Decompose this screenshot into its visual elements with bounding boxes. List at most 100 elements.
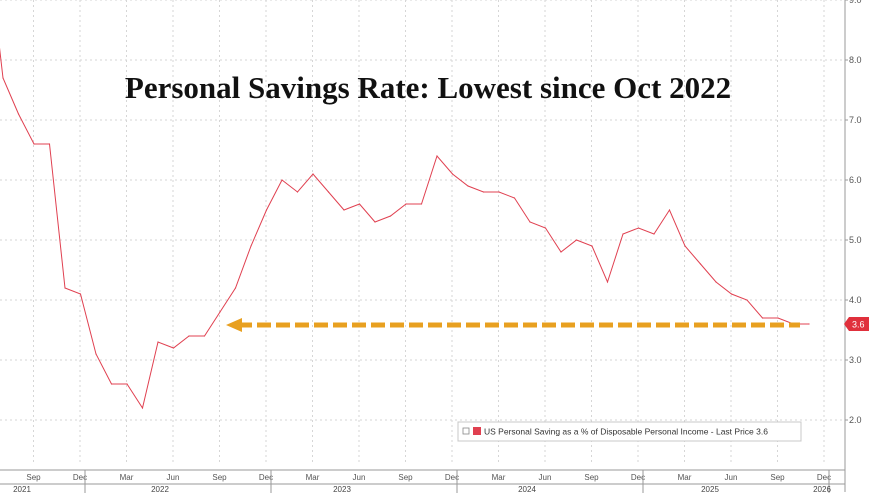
gridlines [0,0,845,462]
data-point [250,245,252,247]
last-price-tag-label: 3.6 [852,320,865,330]
data-point [389,215,392,217]
data-point [17,113,20,115]
data-point [374,221,376,223]
ytick-label: 7.0 [849,115,862,125]
xtick-label: Sep [212,473,227,482]
xtick-label: Dec [73,473,87,482]
year-label: 2025 [701,485,719,493]
data-point [420,203,423,205]
data-point [64,287,66,289]
ytick-label: 2.0 [849,415,862,425]
xtick-label: Jun [353,473,366,482]
data-point [2,77,4,79]
data-point [637,227,640,229]
data-point [653,233,655,235]
ytick-label: 9.0 [849,0,862,5]
data-point [281,179,283,181]
last-price-tag: 3.6 [844,317,869,331]
last-price-tag-bg [844,317,869,331]
data-point [591,245,593,247]
data-point [126,383,128,385]
data-point [312,173,314,175]
year-label: 2023 [333,485,351,493]
legend-label: US Personal Saving as a % of Disposable … [484,427,768,437]
xtick-label: Sep [584,473,599,482]
ytick-label: 5.0 [849,235,862,245]
data-point [746,299,748,301]
xtick-label: Dec [817,473,831,482]
data-point [715,281,717,283]
data-point [172,347,175,349]
xtick-label: Dec [445,473,459,482]
data-point [327,191,330,193]
data-point [33,143,35,145]
legend: US Personal Saving as a % of Disposable … [457,421,802,442]
xtick-label: Sep [398,473,413,482]
xtick-label: Sep [770,473,785,482]
data-point [808,323,810,325]
data-point [684,245,686,247]
chart-title: Personal Savings Rate: Lowest since Oct … [125,70,731,105]
ytick-label: 4.0 [849,295,862,305]
data-point [48,143,51,145]
legend-box [457,421,802,442]
data-point [777,317,779,319]
data-point [405,203,407,205]
year-label: 2022 [151,485,169,493]
data-point [188,335,190,337]
ytick-label: 6.0 [849,175,862,185]
data-point [358,203,361,205]
data-point [513,197,516,199]
data-point [482,191,485,193]
data-point [730,293,733,295]
data-point [95,353,97,355]
xtick-label: Jun [539,473,552,482]
legend-toggle-icon[interactable] [462,427,470,435]
horizontal-arrow [226,318,800,332]
data-point [343,209,345,211]
data-point [498,191,500,193]
xtick-label: Sep [26,473,41,482]
year-label: 2024 [518,485,536,493]
ytick-label: 8.0 [849,55,862,65]
data-point [560,251,562,253]
data-point [467,185,469,187]
xtick-label: Jun [167,473,180,482]
xtick-label: Mar [492,473,506,482]
xtick-label: Dec [631,473,645,482]
data-point [606,281,609,283]
data-point [699,263,702,265]
data-point [761,317,764,319]
data-point [529,221,531,223]
legend-swatch [473,427,481,435]
data-point [575,239,578,241]
data-point [544,227,547,229]
data-point [436,155,438,157]
data-point [668,209,671,211]
xtick-label: Mar [678,473,692,482]
xtick-label: Dec [259,473,273,482]
data-point [451,173,454,175]
data-point [219,311,221,313]
data-point [157,341,159,343]
xtick-label: Jun [725,473,738,482]
data-point [265,209,268,211]
data-point [296,191,299,193]
data-point [141,407,144,409]
data-point [79,293,82,295]
year-label: 2021 [13,485,31,493]
arrow-head [226,318,242,332]
data-point [110,383,113,385]
series-line [0,47,809,410]
data-point [622,233,624,235]
year-label: 2026 [813,485,831,493]
xtick-label: Mar [306,473,320,482]
xtick-label: Mar [120,473,134,482]
data-point [234,287,237,289]
data-point [203,335,206,337]
series-layer [0,47,810,410]
ytick-label: 3.0 [849,355,862,365]
